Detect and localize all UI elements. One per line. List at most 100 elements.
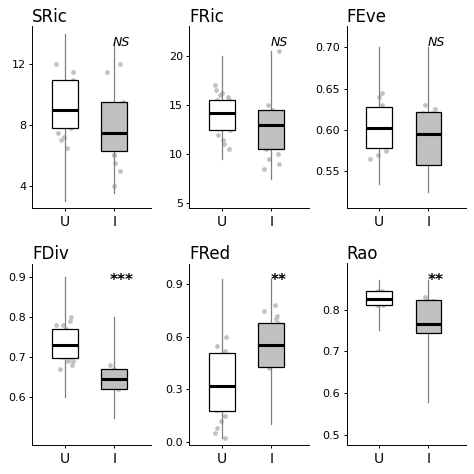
Point bbox=[422, 306, 430, 313]
Point bbox=[381, 295, 388, 303]
Point bbox=[68, 106, 76, 114]
Point bbox=[383, 105, 391, 113]
Point bbox=[59, 322, 67, 329]
Point bbox=[67, 124, 75, 132]
Point bbox=[213, 96, 220, 104]
Point bbox=[110, 365, 118, 373]
Point bbox=[52, 61, 60, 68]
Point bbox=[62, 99, 70, 106]
Point bbox=[52, 334, 60, 341]
Point bbox=[224, 389, 232, 397]
Point bbox=[265, 365, 273, 372]
Point bbox=[417, 134, 424, 142]
Point bbox=[216, 121, 223, 128]
Text: ***: *** bbox=[109, 273, 134, 288]
Point bbox=[223, 103, 231, 111]
Point bbox=[263, 146, 270, 153]
Point bbox=[368, 126, 375, 134]
Point bbox=[110, 182, 118, 190]
Point bbox=[115, 139, 122, 147]
Point bbox=[427, 310, 434, 318]
Point bbox=[116, 61, 124, 68]
Point bbox=[428, 327, 436, 334]
Point bbox=[213, 359, 221, 367]
Point bbox=[265, 351, 273, 358]
Point bbox=[53, 346, 60, 353]
Point bbox=[212, 87, 220, 94]
Point bbox=[65, 114, 73, 121]
Bar bbox=[366, 291, 392, 305]
Point bbox=[111, 370, 119, 377]
Point bbox=[369, 291, 377, 299]
Point bbox=[432, 322, 439, 330]
Point bbox=[221, 372, 228, 379]
Point bbox=[421, 310, 428, 318]
Point bbox=[425, 322, 432, 330]
Point bbox=[115, 378, 123, 385]
Point bbox=[70, 346, 77, 353]
Point bbox=[267, 354, 275, 362]
Point bbox=[418, 314, 426, 322]
Point bbox=[104, 374, 112, 381]
Point bbox=[421, 318, 429, 326]
Point bbox=[378, 89, 386, 96]
Point bbox=[383, 147, 390, 155]
Text: NS: NS bbox=[113, 36, 130, 49]
Point bbox=[416, 130, 424, 138]
Point bbox=[214, 365, 222, 372]
Point bbox=[272, 359, 279, 367]
Point bbox=[382, 130, 390, 138]
Point bbox=[261, 307, 268, 315]
Point bbox=[375, 93, 383, 100]
Point bbox=[273, 133, 280, 140]
Point bbox=[262, 143, 270, 150]
Text: NS: NS bbox=[270, 36, 287, 49]
Point bbox=[416, 322, 423, 330]
Point bbox=[109, 378, 117, 385]
Point bbox=[102, 133, 109, 141]
Point bbox=[273, 109, 280, 117]
Point bbox=[378, 118, 386, 126]
Point bbox=[271, 301, 279, 309]
Text: SRic: SRic bbox=[32, 9, 68, 27]
Point bbox=[273, 342, 281, 349]
Point bbox=[273, 333, 281, 341]
Point bbox=[380, 293, 387, 301]
Point bbox=[110, 144, 118, 152]
Bar bbox=[209, 353, 235, 411]
Point bbox=[106, 133, 114, 141]
Point bbox=[65, 79, 73, 86]
Point bbox=[275, 328, 283, 336]
Point bbox=[119, 99, 127, 106]
Point bbox=[114, 386, 122, 393]
Point bbox=[68, 354, 75, 361]
Point bbox=[108, 380, 116, 387]
Point bbox=[103, 370, 110, 377]
Point bbox=[368, 297, 376, 305]
Point bbox=[371, 114, 378, 121]
Point bbox=[108, 382, 116, 389]
Point bbox=[375, 109, 383, 117]
Text: FDiv: FDiv bbox=[32, 246, 69, 264]
Point bbox=[423, 297, 430, 305]
Point bbox=[52, 322, 59, 329]
Point bbox=[211, 386, 219, 393]
Point bbox=[68, 362, 75, 369]
Bar bbox=[209, 100, 235, 130]
Point bbox=[212, 111, 219, 119]
Point bbox=[428, 297, 436, 305]
Point bbox=[116, 380, 123, 387]
Point bbox=[273, 113, 281, 121]
Point bbox=[266, 330, 273, 337]
Point bbox=[428, 114, 436, 121]
Point bbox=[225, 146, 232, 153]
Point bbox=[213, 407, 220, 414]
Point bbox=[374, 301, 381, 309]
Point bbox=[378, 289, 386, 297]
Point bbox=[424, 301, 432, 309]
Point bbox=[212, 389, 220, 397]
Point bbox=[110, 152, 118, 159]
Text: Rao: Rao bbox=[346, 246, 378, 264]
Point bbox=[259, 342, 267, 349]
Point bbox=[272, 131, 279, 138]
